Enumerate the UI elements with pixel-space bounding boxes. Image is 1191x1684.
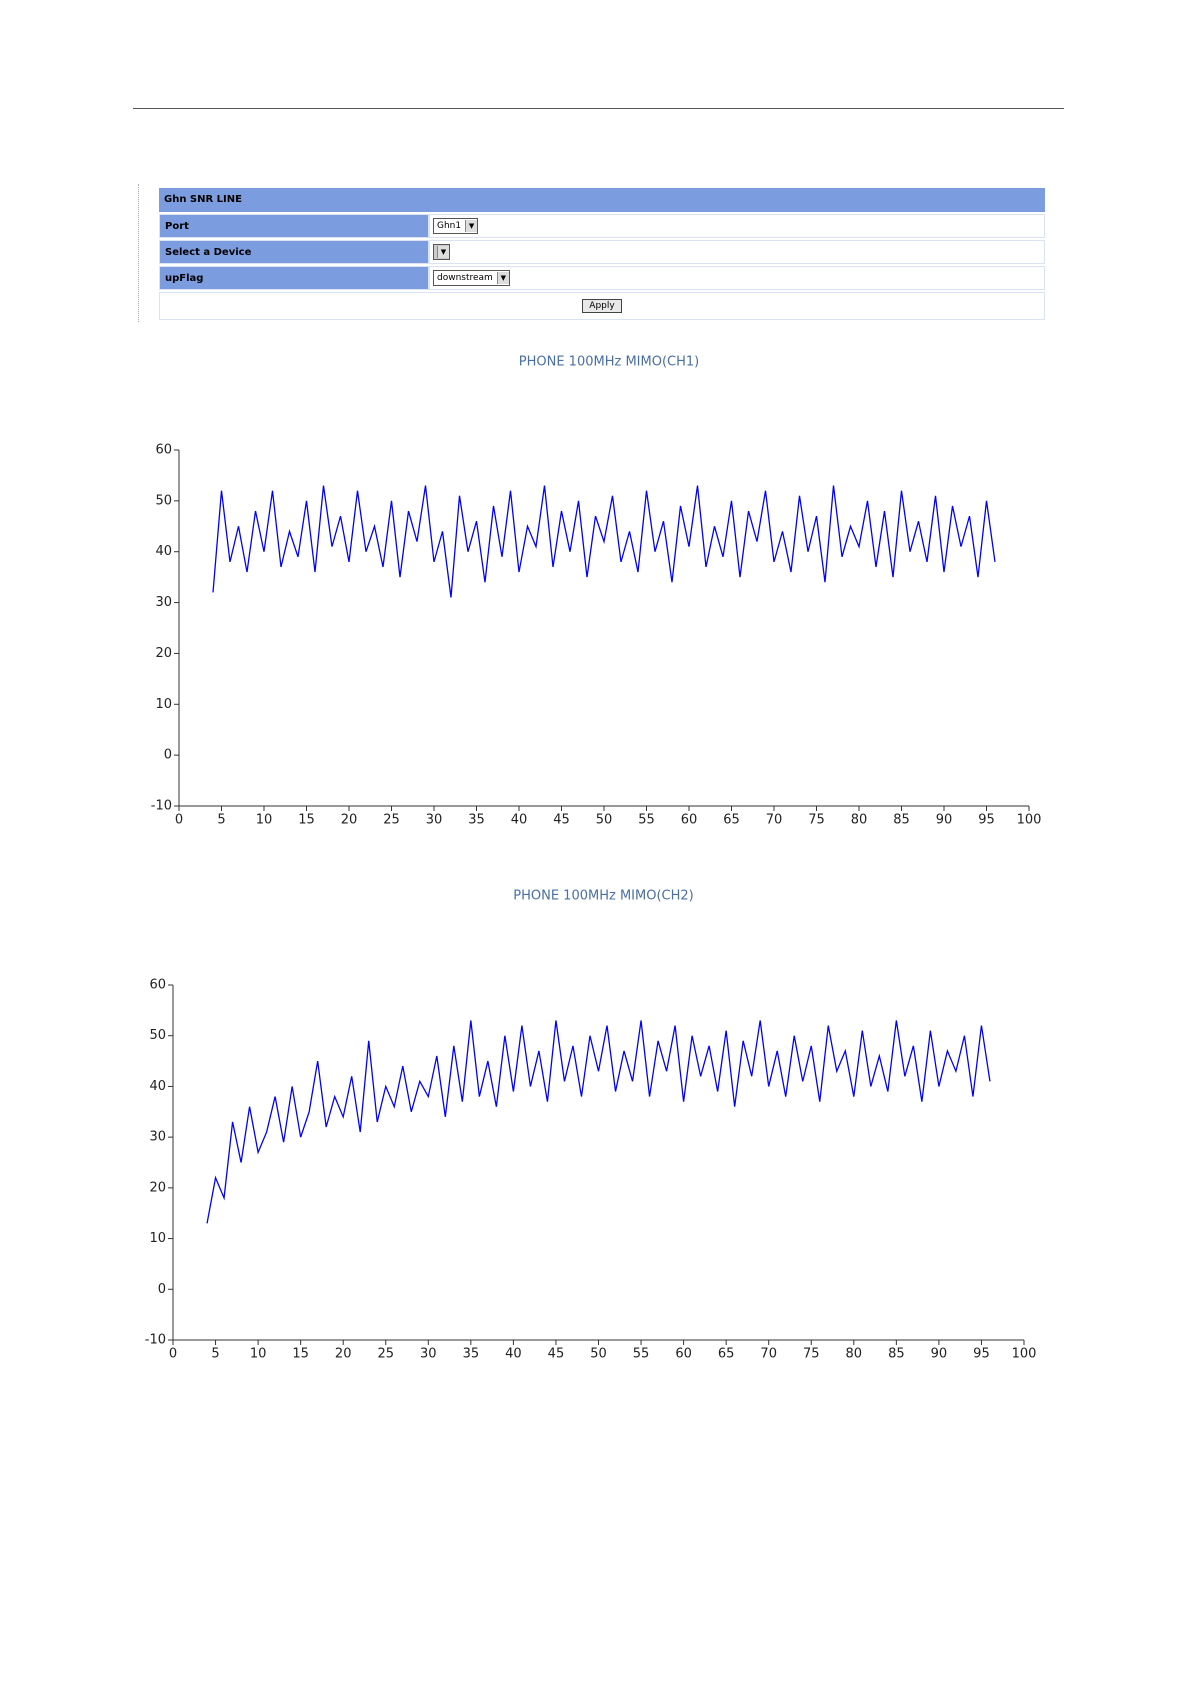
row-value: downstream ▼ (429, 266, 1045, 290)
x-tick-label: 75 (803, 1347, 820, 1362)
form-row: Port Ghn1 ▼ (159, 214, 1045, 238)
x-tick-label: 75 (808, 813, 825, 828)
header-rule (133, 108, 1064, 109)
y-tick-label: 60 (155, 443, 172, 458)
x-tick-label: 15 (298, 813, 315, 828)
x-tick-label: 100 (1017, 813, 1042, 828)
y-tick-label: 30 (149, 1130, 166, 1145)
button-row: Apply (159, 292, 1045, 320)
x-tick-label: 20 (335, 1347, 352, 1362)
x-tick-label: 100 (1012, 1347, 1037, 1362)
x-tick-label: 30 (426, 813, 443, 828)
x-tick-label: 10 (256, 813, 273, 828)
y-tick-label: 30 (155, 595, 172, 610)
data-line (206, 1020, 991, 1224)
x-tick-label: 35 (463, 1347, 480, 1362)
x-tick-label: 25 (377, 1347, 394, 1362)
x-tick-label: 35 (468, 813, 485, 828)
y-tick-label: -10 (145, 1333, 166, 1348)
x-tick-label: 40 (505, 1347, 522, 1362)
y-tick-label: 50 (155, 493, 172, 508)
x-tick-label: 25 (383, 813, 400, 828)
select-arrow: ▼ (496, 272, 509, 284)
device-select[interactable]: ▼ (433, 244, 450, 260)
x-tick-label: 85 (888, 1347, 905, 1362)
row-label: upFlag (159, 266, 429, 290)
port-select[interactable]: Ghn1 ▼ (433, 218, 479, 234)
x-tick-label: 15 (292, 1347, 309, 1362)
x-tick-label: 80 (851, 813, 868, 828)
y-tick-label: 50 (149, 1028, 166, 1043)
form-title: Ghn SNR LINE (159, 188, 1045, 212)
chart-title: PHONE 100MHz MIMO(CH1) (519, 355, 699, 370)
x-tick-label: 95 (978, 813, 995, 828)
row-label: Port (159, 214, 429, 238)
x-tick-label: 5 (211, 1347, 219, 1362)
x-tick-label: 70 (766, 813, 783, 828)
x-tick-label: 55 (638, 813, 655, 828)
y-tick-label: 10 (155, 697, 172, 712)
y-tick-label: 60 (149, 978, 166, 993)
chart-title: PHONE 100MHz MIMO(CH2) (513, 889, 693, 904)
y-tick-label: 20 (155, 646, 172, 661)
x-tick-label: 45 (548, 1347, 565, 1362)
x-tick-label: 60 (681, 813, 698, 828)
y-tick-label: 20 (149, 1180, 166, 1195)
snr-form: Ghn SNR LINE Port Ghn1 ▼ Select a Device … (159, 188, 1045, 320)
x-tick-label: 45 (553, 813, 570, 828)
select-value: downstream (437, 273, 493, 283)
x-tick-label: 30 (420, 1347, 437, 1362)
x-tick-label: 70 (760, 1347, 777, 1362)
x-tick-label: 80 (846, 1347, 863, 1362)
x-tick-label: 20 (341, 813, 358, 828)
y-tick-label: 40 (155, 544, 172, 559)
x-tick-label: 90 (931, 1347, 948, 1362)
data-line (212, 485, 996, 598)
x-tick-label: 65 (718, 1347, 735, 1362)
x-tick-label: 85 (893, 813, 910, 828)
row-value: Ghn1 ▼ (429, 214, 1045, 238)
form-row: upFlag downstream ▼ (159, 266, 1045, 290)
y-tick-label: 0 (158, 1282, 166, 1297)
select-arrow: ▼ (437, 246, 449, 258)
apply-button[interactable]: Apply (582, 299, 622, 313)
x-tick-label: 55 (633, 1347, 650, 1362)
x-tick-label: 5 (217, 813, 225, 828)
x-tick-label: 60 (675, 1347, 692, 1362)
y-tick-label: 10 (149, 1231, 166, 1246)
frame-edge (138, 184, 139, 322)
x-tick-label: 50 (596, 813, 613, 828)
y-tick-label: 0 (164, 748, 172, 763)
x-tick-label: 90 (936, 813, 953, 828)
x-tick-label: 10 (250, 1347, 267, 1362)
x-tick-label: 65 (723, 813, 740, 828)
x-tick-label: 40 (511, 813, 528, 828)
y-tick-label: -10 (151, 799, 172, 814)
row-label: Select a Device (159, 240, 429, 264)
x-tick-label: 50 (590, 1347, 607, 1362)
select-arrow: ▼ (465, 220, 478, 232)
row-value: ▼ (429, 240, 1045, 264)
form-row: Select a Device ▼ (159, 240, 1045, 264)
x-tick-label: 0 (169, 1347, 177, 1362)
y-tick-label: 40 (149, 1079, 166, 1094)
x-tick-label: 0 (175, 813, 183, 828)
select-value: Ghn1 (437, 221, 462, 231)
x-tick-label: 95 (973, 1347, 990, 1362)
upflag-select[interactable]: downstream ▼ (433, 270, 510, 286)
